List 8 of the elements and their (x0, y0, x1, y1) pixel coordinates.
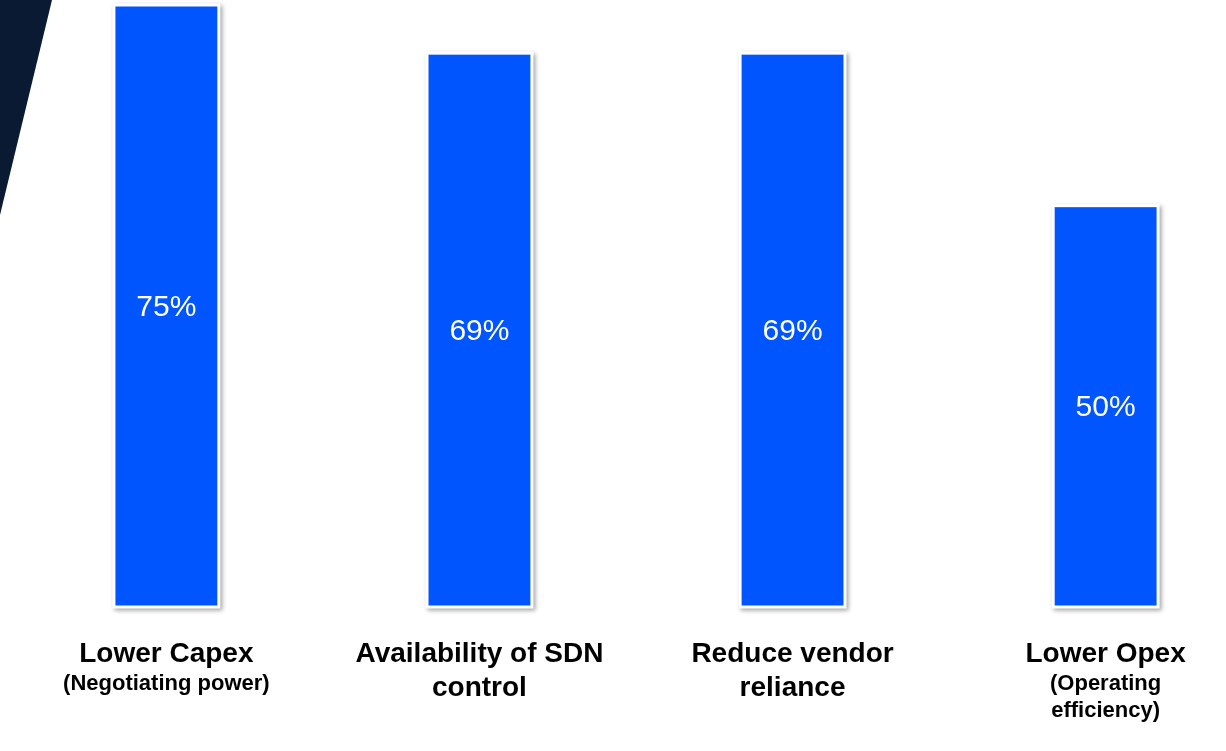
x-tick-label: Reduce vendor reliance (691, 637, 894, 702)
data-label: 69% (762, 313, 823, 347)
data-label: 75% (136, 289, 197, 322)
x-tick-label: Lower Capex (Negotiating power) (63, 637, 270, 695)
x-tick-label: Lower Opex (Operating efficiency) (1025, 637, 1187, 722)
data-label: 50% (1075, 389, 1136, 423)
x-tick-label: Availability of SDN control (355, 637, 604, 702)
data-label: 69% (449, 313, 510, 347)
